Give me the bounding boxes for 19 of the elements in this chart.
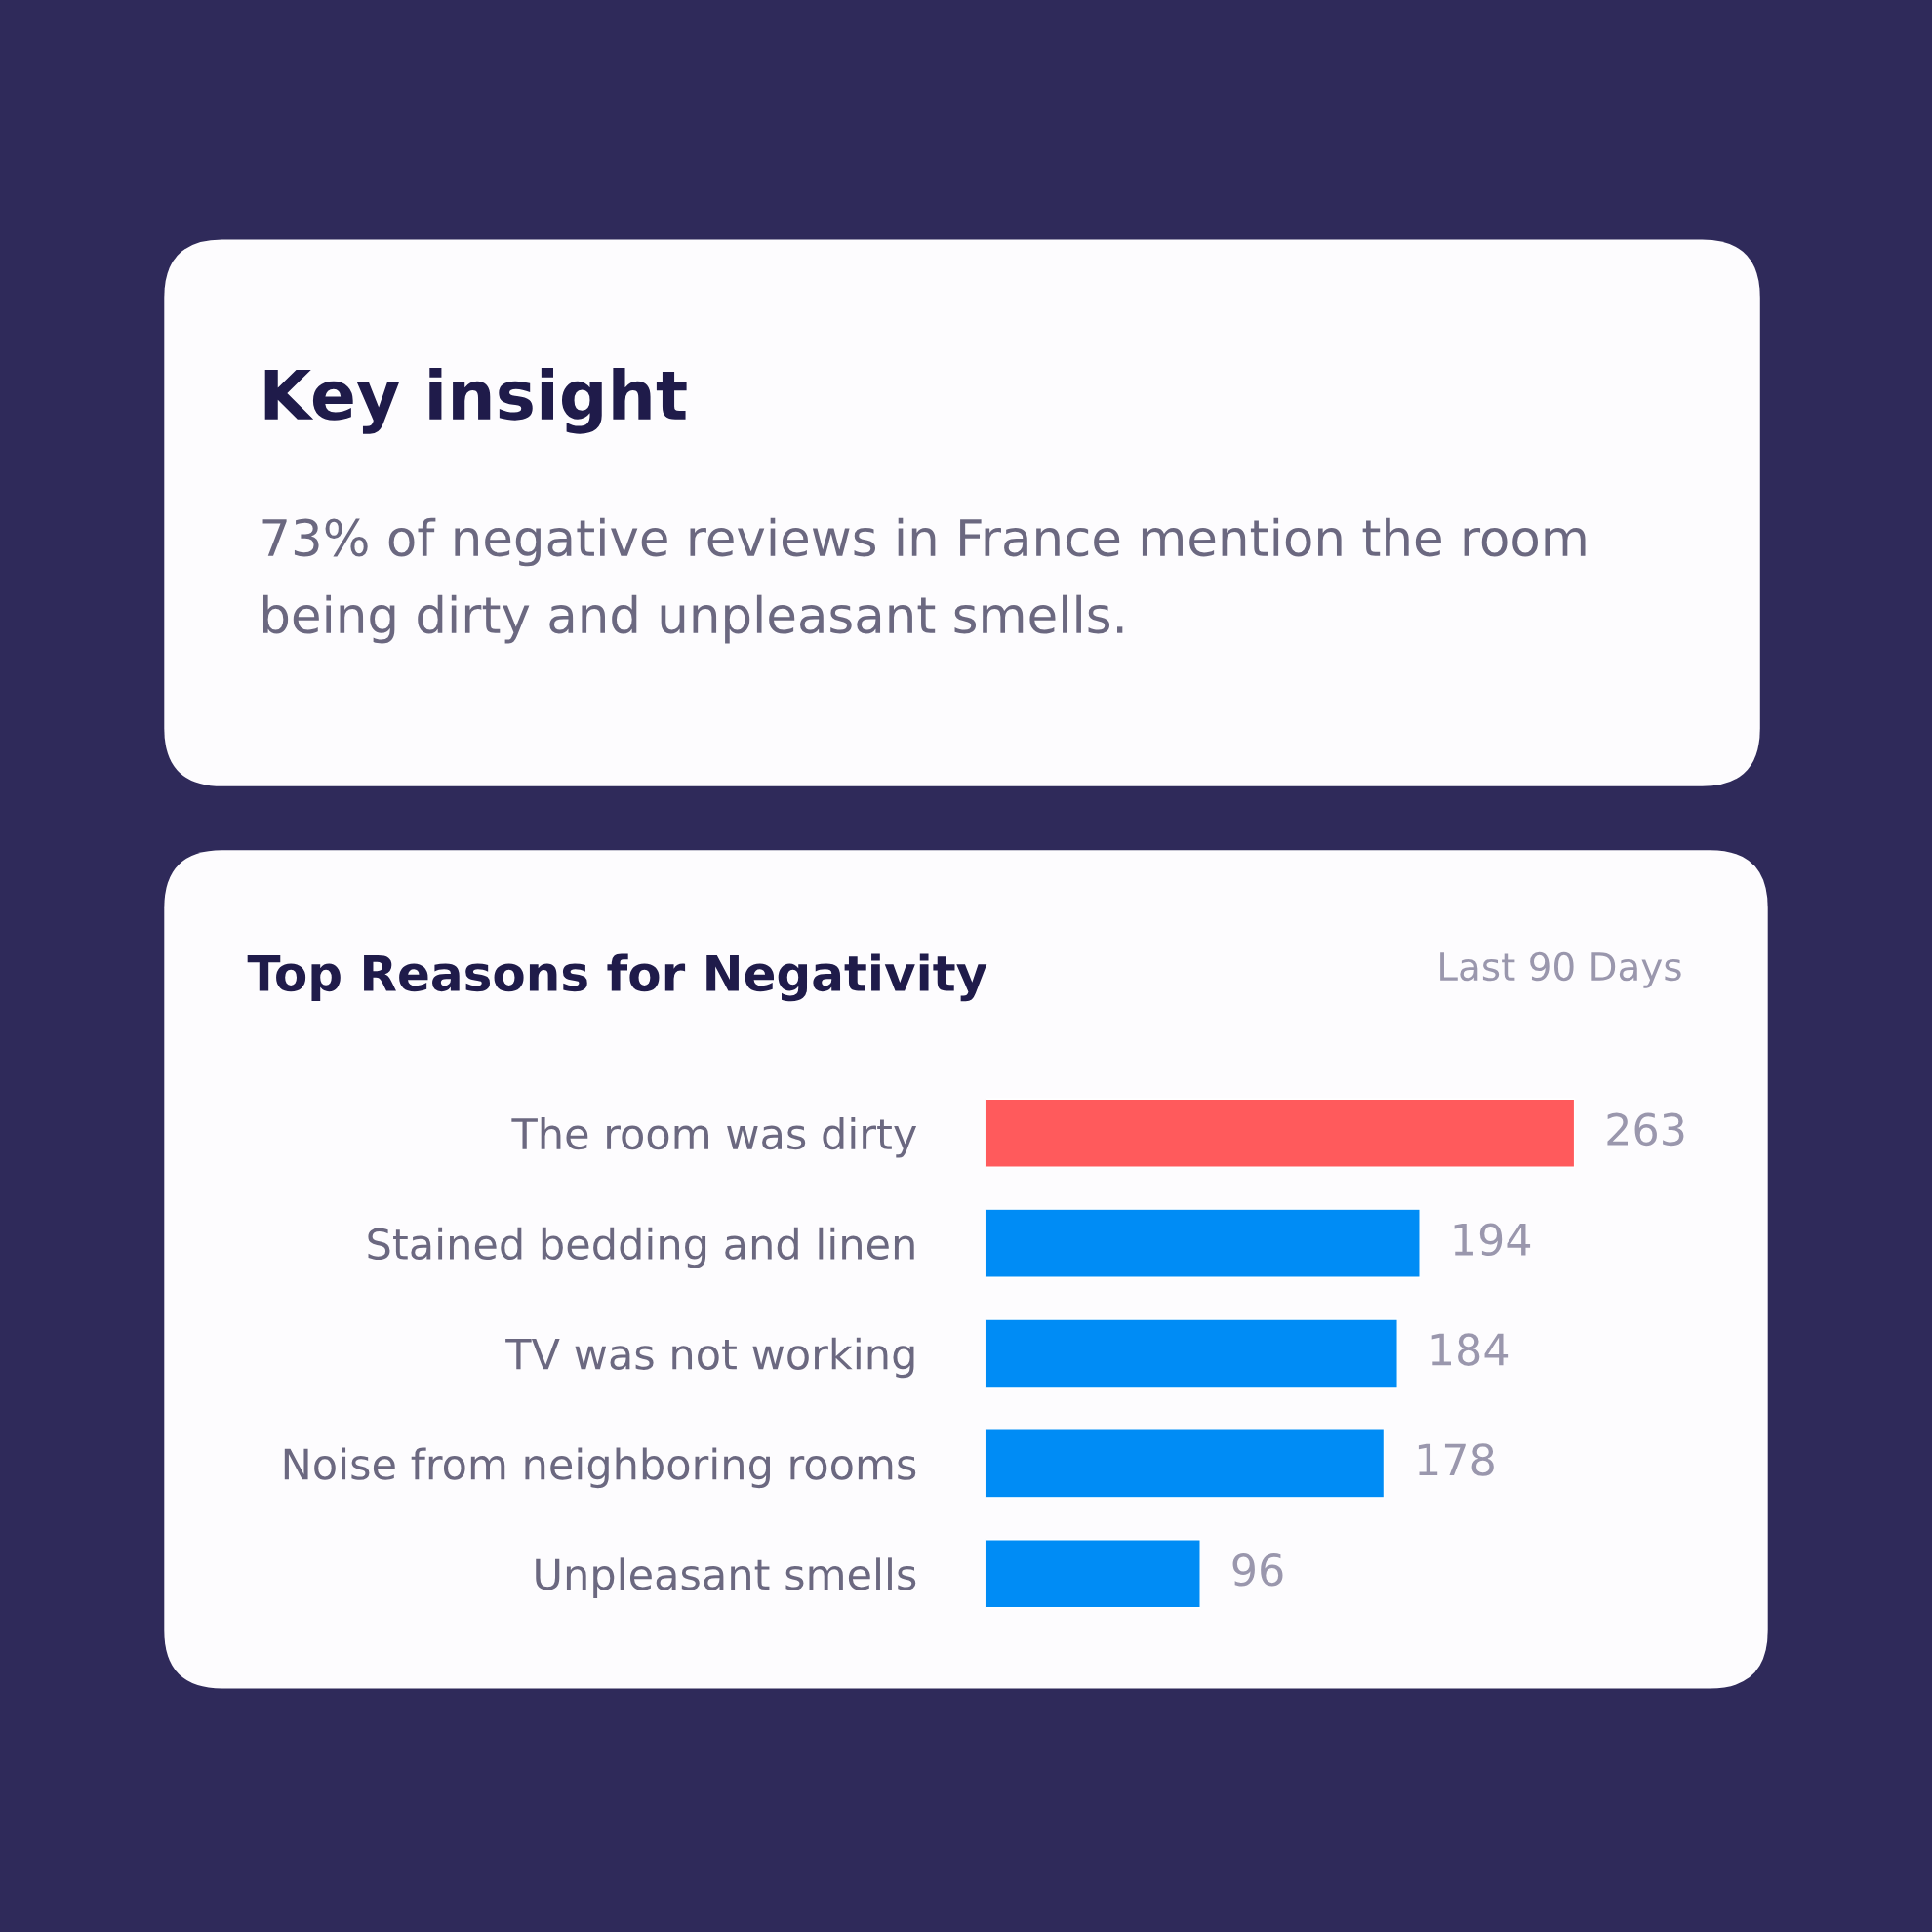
chart-title: Top Reasons for Negativity bbox=[247, 953, 987, 1002]
y-tick-label: Unpleasant smells bbox=[536, 1557, 916, 1599]
bar bbox=[985, 1098, 1576, 1168]
data-label: 178 bbox=[1418, 1443, 1494, 1476]
bar bbox=[985, 1208, 1421, 1278]
data-label: 263 bbox=[1607, 1112, 1684, 1147]
bar bbox=[985, 1429, 1386, 1499]
y-tick-label: TV was not working bbox=[505, 1337, 914, 1379]
chart-subtitle: Last 90 Days bbox=[1440, 951, 1681, 988]
data-label: 184 bbox=[1431, 1333, 1509, 1366]
data-label: 194 bbox=[1454, 1223, 1531, 1257]
text: Key insight bbox=[264, 367, 687, 434]
bar bbox=[985, 1539, 1201, 1609]
data-label: 96 bbox=[1232, 1552, 1283, 1587]
y-tick-label: The room was dirty bbox=[511, 1116, 917, 1158]
bar bbox=[985, 1318, 1398, 1389]
text: 73% of negative reviews in France mention the room being dirty and unpleasant smells. bbox=[262, 517, 1586, 644]
y-tick-label: Noise from neighboring rooms bbox=[284, 1447, 916, 1489]
y-tick-label: Stained bedding and linen bbox=[368, 1227, 914, 1268]
